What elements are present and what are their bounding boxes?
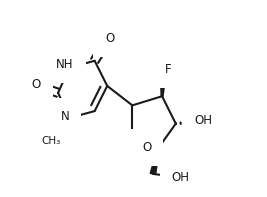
Text: OH: OH [171, 171, 189, 184]
Text: F: F [164, 63, 171, 76]
Text: O: O [142, 141, 151, 154]
Polygon shape [160, 74, 166, 96]
Text: N: N [61, 110, 69, 123]
Text: OH: OH [194, 114, 212, 127]
Text: NH: NH [56, 58, 74, 71]
Polygon shape [194, 119, 195, 124]
Text: O: O [105, 32, 114, 45]
Polygon shape [180, 122, 181, 124]
Polygon shape [198, 119, 199, 124]
Text: O: O [32, 78, 41, 91]
Polygon shape [189, 120, 190, 124]
Text: CH₃: CH₃ [42, 136, 61, 146]
Polygon shape [150, 147, 159, 175]
Polygon shape [185, 121, 186, 124]
